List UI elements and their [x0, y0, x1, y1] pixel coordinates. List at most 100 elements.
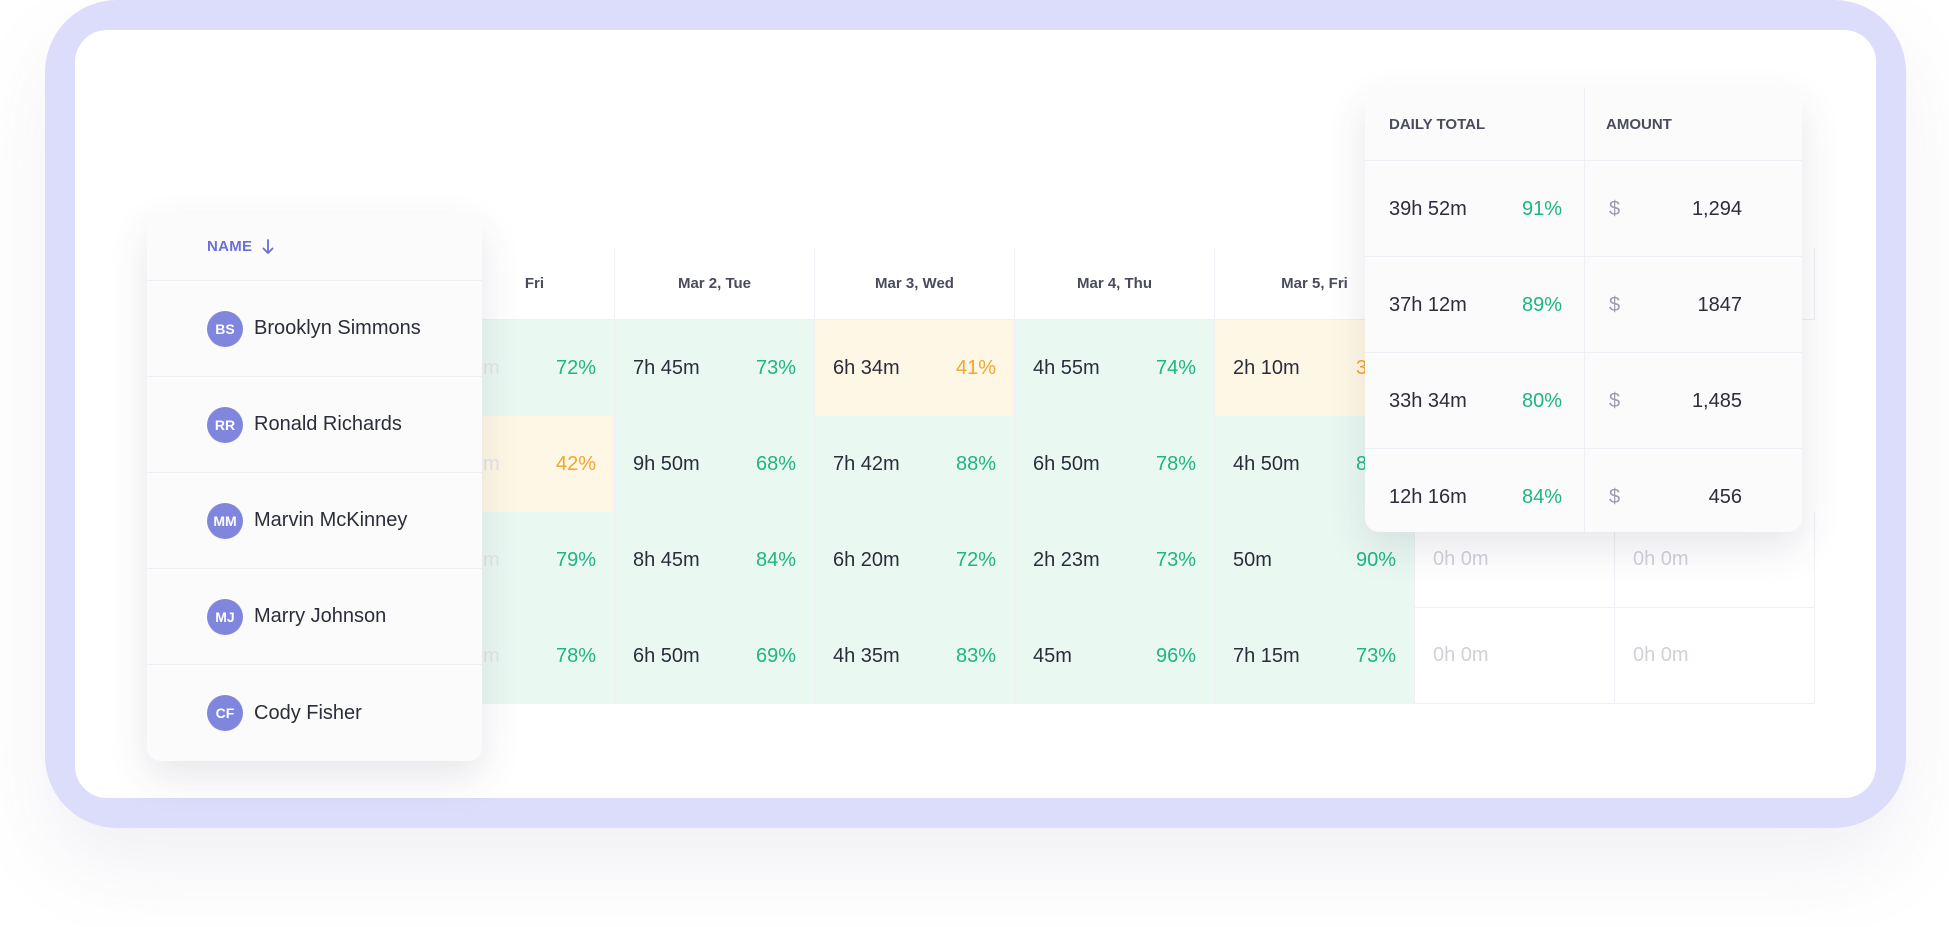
day-column-header: Fri [415, 248, 615, 320]
time-value: 7h 42m [833, 452, 900, 475]
utilization-percent: 83% [955, 644, 996, 667]
day-column-header: Mar 3, Wed [815, 248, 1015, 320]
totals-list: 39h 52m 91% $1,294 37h 12m 89% $1847 33h 34m 80… [1365, 161, 1802, 532]
daily-total-time: 37h 12m [1389, 293, 1467, 316]
time-cell[interactable]: 6h 50m 69% [615, 608, 815, 704]
name-column-header[interactable]: NAME [147, 213, 482, 281]
utilization-percent: 73% [755, 356, 796, 379]
time-value: 9h 50m [633, 452, 700, 475]
utilization-percent: 90% [1355, 548, 1396, 571]
time-value: 6h 50m [633, 644, 700, 667]
time-value: 50m [1233, 548, 1272, 571]
time-cell[interactable]: 45m 96% [1015, 608, 1215, 704]
avatar: MJ [207, 598, 243, 635]
time-value: 6h 50m [1033, 452, 1100, 475]
daily-total-percent: 89% [1522, 293, 1563, 316]
time-value: 0h 0m [1633, 548, 1689, 570]
time-cell[interactable]: 2h 23m 73% [1015, 512, 1215, 608]
time-cell[interactable]: 6h 20m 72% [815, 512, 1015, 608]
daily-total-header: DAILY TOTAL [1389, 116, 1486, 133]
time-value: 45m [1033, 644, 1072, 667]
utilization-percent: 79% [555, 548, 596, 571]
time-cell[interactable]: 7h 15m 73% [1215, 608, 1415, 704]
time-cell[interactable]: 6h 34m 41% [815, 320, 1015, 416]
time-cell[interactable]: 7h 45m 73% [615, 320, 815, 416]
utilization-percent: 96% [1155, 644, 1196, 667]
amount-value: 1847 [1697, 293, 1743, 316]
time-value: 4h 35m [833, 644, 900, 667]
utilization-percent: 72% [955, 548, 996, 571]
totals-panel: DAILY TOTAL AMOUNT 39h 52m 91% $1,294 37h 1… [1365, 88, 1802, 532]
avatar: CF [207, 695, 243, 731]
currency-symbol: $ [1609, 197, 1621, 220]
totals-row: 39h 52m 91% $1,294 [1365, 161, 1802, 257]
name-list: BS Brooklyn Simmons RR Ronald Richards MM Mar… [147, 281, 482, 761]
name-row[interactable]: CF Cody Fisher [147, 665, 482, 761]
time-cell[interactable]: 6h 50m 78% [1015, 416, 1215, 512]
time-value: 0h 0m [1633, 644, 1689, 666]
amount-header: AMOUNT [1606, 116, 1672, 133]
time-value: 6h 20m [833, 548, 900, 571]
sort-arrow-down-icon[interactable] [262, 238, 274, 255]
utilization-percent: 68% [755, 452, 796, 475]
day-column-header: Mar 4, Thu [1015, 248, 1215, 320]
time-cell[interactable]: 7h 42m 88% [815, 416, 1015, 512]
currency-symbol: $ [1609, 293, 1621, 316]
avatar: MM [207, 502, 243, 539]
person-name: Marry Johnson [254, 605, 387, 627]
time-cell[interactable]: 9h 50m 68% [615, 416, 815, 512]
utilization-percent: 72% [555, 356, 596, 379]
avatar: RR [207, 406, 243, 443]
name-header-label: NAME [207, 238, 253, 255]
totals-row: 12h 16m 84% $456 [1365, 449, 1802, 532]
utilization-percent: 69% [755, 644, 796, 667]
time-value: 7h 15m [1233, 644, 1300, 667]
time-cell[interactable]: 0h 0m [1415, 608, 1615, 704]
avatar: BS [207, 310, 243, 347]
utilization-percent: 42% [555, 452, 596, 475]
time-cell[interactable]: 4h 35m 83% [815, 608, 1015, 704]
person-name: Brooklyn Simmons [254, 317, 421, 339]
time-value: 2h 10m [1233, 356, 1300, 379]
amount-value: 456 [1708, 485, 1742, 508]
time-value: 0h 0m [1433, 548, 1489, 570]
day-column-header: Mar 2, Tue [615, 248, 815, 320]
amount-value: 1,294 [1691, 197, 1742, 220]
time-value: 8h 45m [633, 548, 700, 571]
time-cell[interactable]: 8h 45m 84% [615, 512, 815, 608]
time-value: 4h 55m [1033, 356, 1100, 379]
time-cell[interactable]: 4h 55m 74% [1015, 320, 1215, 416]
utilization-percent: 88% [955, 452, 996, 475]
daily-total-percent: 80% [1522, 389, 1563, 412]
totals-header: DAILY TOTAL AMOUNT [1365, 88, 1802, 161]
time-value: 4h 50m [1233, 452, 1300, 475]
name-row[interactable]: RR Ronald Richards [147, 377, 482, 473]
time-value: 6h 34m [833, 356, 900, 379]
person-name: Marvin McKinney [254, 509, 408, 531]
utilization-percent: 73% [1355, 644, 1396, 667]
time-value: 7h 45m [633, 356, 700, 379]
name-panel: NAME BS Brooklyn Simmons RR Ronald Richards… [147, 213, 482, 761]
currency-symbol: $ [1609, 485, 1621, 508]
totals-row: 37h 12m 89% $1847 [1365, 257, 1802, 353]
utilization-percent: 73% [1155, 548, 1196, 571]
daily-total-percent: 84% [1522, 485, 1563, 508]
time-value: 2h 23m [1033, 548, 1100, 571]
utilization-percent: 41% [955, 356, 996, 379]
name-row[interactable]: MJ Marry Johnson [147, 569, 482, 665]
utilization-percent: 78% [555, 644, 596, 667]
daily-total-percent: 91% [1522, 197, 1563, 220]
daily-total-time: 33h 34m [1389, 389, 1467, 412]
daily-total-time: 39h 52m [1389, 197, 1467, 220]
name-row[interactable]: BS Brooklyn Simmons [147, 281, 482, 377]
totals-row: 33h 34m 80% $1,485 [1365, 353, 1802, 449]
name-row[interactable]: MM Marvin McKinney [147, 473, 482, 569]
person-name: Cody Fisher [254, 701, 362, 724]
time-value: 0h 0m [1433, 644, 1489, 666]
time-cell[interactable]: 50m 90% [1215, 512, 1415, 608]
time-cell[interactable]: 0h 0m [1615, 608, 1815, 704]
utilization-percent: 78% [1155, 452, 1196, 475]
person-name: Ronald Richards [254, 413, 402, 435]
amount-value: 1,485 [1691, 389, 1742, 412]
utilization-percent: 84% [755, 548, 796, 571]
